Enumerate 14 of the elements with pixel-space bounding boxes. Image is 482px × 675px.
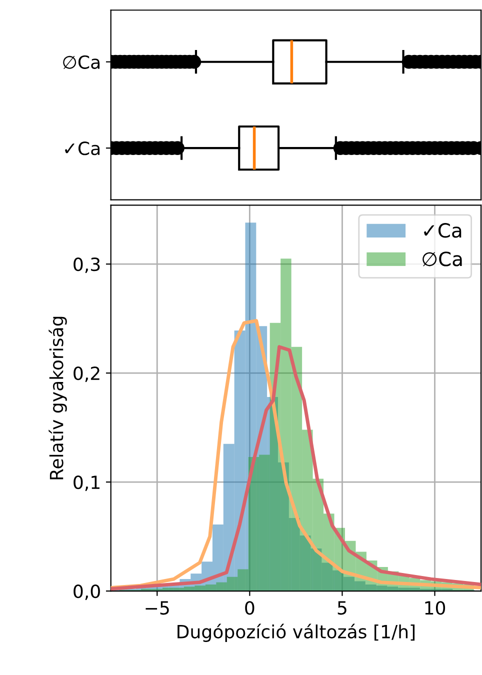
x-tick-label: −5 xyxy=(146,601,169,615)
x-axis-title: Dugópozíció változás [1/h] xyxy=(178,624,415,642)
y-axis-title: Relatív gyakoriság xyxy=(48,316,67,480)
legend-label: ∅Ca xyxy=(422,252,462,266)
legend-label: ✓Ca xyxy=(424,223,462,238)
y-tick-label: ✓Ca xyxy=(65,142,100,156)
x-tick-label: 10 xyxy=(425,601,446,615)
y-tick-label: 0,1 xyxy=(74,476,100,491)
x-tick-label: 0 xyxy=(245,601,254,615)
y-tick-label: 0,3 xyxy=(74,258,100,274)
y-tick-label: 0,0 xyxy=(74,584,100,600)
x-tick-label: 5 xyxy=(338,601,346,615)
y-tick-label: 0,2 xyxy=(74,366,100,382)
y-tick-label: ∅Ca xyxy=(63,55,100,69)
